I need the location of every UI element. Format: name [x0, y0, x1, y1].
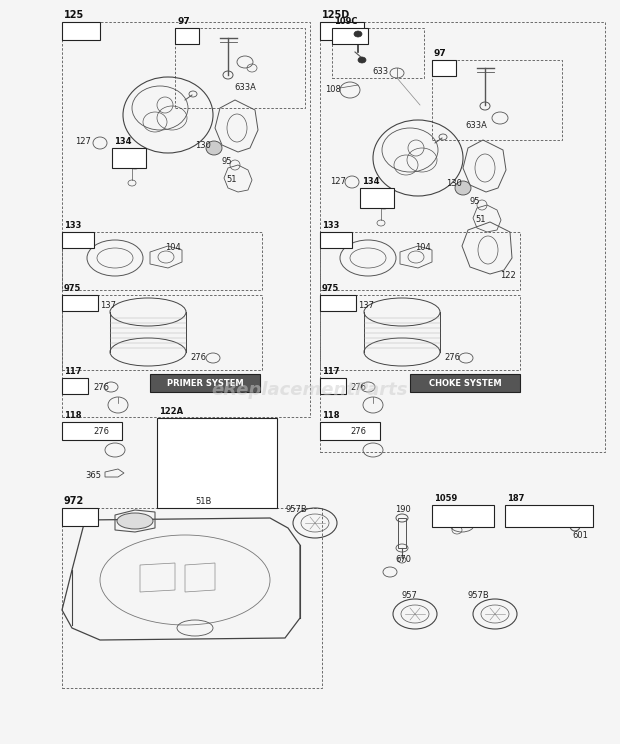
Text: 122: 122: [500, 271, 516, 280]
Bar: [320, 232, 520, 290]
Text: 190: 190: [395, 505, 410, 515]
Text: 127: 127: [330, 178, 346, 187]
Text: 51: 51: [475, 216, 485, 225]
Bar: [62, 232, 94, 248]
Text: 51B: 51B: [195, 498, 211, 507]
Text: 134: 134: [362, 177, 379, 186]
Bar: [432, 505, 494, 527]
Bar: [320, 22, 605, 452]
Bar: [332, 28, 368, 44]
Bar: [175, 28, 305, 108]
Text: 276: 276: [350, 382, 366, 391]
Bar: [505, 505, 593, 527]
Text: 117: 117: [322, 367, 340, 376]
Text: 137: 137: [358, 301, 374, 310]
Text: 633A: 633A: [234, 83, 256, 92]
Text: 187: 187: [507, 494, 525, 503]
Bar: [320, 378, 346, 394]
Text: 118: 118: [322, 411, 340, 420]
Text: 957B: 957B: [285, 505, 307, 515]
Bar: [62, 378, 88, 394]
Text: 957: 957: [402, 591, 418, 600]
Text: 117: 117: [64, 367, 81, 376]
Text: 957B: 957B: [468, 591, 490, 600]
Text: 51: 51: [226, 176, 236, 185]
Text: 130: 130: [446, 179, 462, 188]
Text: 125: 125: [64, 10, 84, 20]
Bar: [432, 60, 562, 140]
Ellipse shape: [455, 181, 471, 195]
Bar: [175, 28, 199, 44]
Bar: [112, 148, 146, 168]
Bar: [320, 422, 380, 440]
Bar: [62, 508, 322, 688]
Text: 633A: 633A: [465, 121, 487, 130]
Text: 97: 97: [177, 17, 190, 26]
Ellipse shape: [117, 513, 153, 529]
Text: 975: 975: [64, 284, 81, 293]
Text: 276: 276: [93, 426, 109, 435]
Text: 972: 972: [64, 496, 84, 506]
Bar: [432, 60, 456, 76]
Text: 365: 365: [85, 470, 101, 479]
Text: 276: 276: [190, 353, 206, 362]
Text: 127: 127: [75, 138, 91, 147]
Text: 276: 276: [93, 382, 109, 391]
Text: 104: 104: [415, 243, 431, 252]
Bar: [410, 374, 520, 392]
Text: 1059: 1059: [434, 494, 458, 503]
Text: 97: 97: [434, 49, 447, 58]
Bar: [150, 374, 260, 392]
Text: 108: 108: [325, 86, 341, 94]
Bar: [62, 295, 98, 311]
Text: 633: 633: [372, 68, 388, 77]
Bar: [332, 28, 424, 78]
Text: 601: 601: [572, 531, 588, 540]
Text: 133: 133: [322, 221, 339, 230]
Bar: [62, 232, 262, 290]
Text: PRIMER SYSTEM: PRIMER SYSTEM: [167, 379, 243, 388]
Text: 95: 95: [222, 158, 232, 167]
Text: 670: 670: [395, 556, 411, 565]
Bar: [62, 422, 122, 440]
Bar: [360, 188, 394, 208]
Bar: [62, 508, 98, 526]
Text: CHOKE SYSTEM: CHOKE SYSTEM: [428, 379, 502, 388]
Bar: [62, 295, 262, 370]
Text: 276: 276: [350, 426, 366, 435]
Bar: [320, 295, 520, 370]
Text: 125D: 125D: [322, 10, 350, 20]
Ellipse shape: [206, 141, 222, 155]
Text: 122A: 122A: [159, 407, 183, 416]
Text: 95: 95: [470, 197, 480, 207]
Text: eReplacementParts: eReplacementParts: [212, 381, 408, 399]
Text: 130: 130: [195, 141, 211, 150]
Text: 118: 118: [64, 411, 81, 420]
Bar: [320, 22, 364, 40]
Text: 134: 134: [114, 137, 131, 146]
Ellipse shape: [354, 31, 362, 37]
Ellipse shape: [358, 57, 366, 63]
Text: 104: 104: [165, 243, 181, 252]
Bar: [320, 295, 356, 311]
Bar: [320, 232, 352, 248]
Text: 276: 276: [444, 353, 460, 362]
Bar: [62, 22, 100, 40]
Text: 137: 137: [100, 301, 116, 310]
Text: 109C: 109C: [334, 17, 358, 26]
Bar: [157, 418, 277, 508]
Bar: [62, 22, 310, 417]
Text: 133: 133: [64, 221, 81, 230]
Text: 975: 975: [322, 284, 339, 293]
